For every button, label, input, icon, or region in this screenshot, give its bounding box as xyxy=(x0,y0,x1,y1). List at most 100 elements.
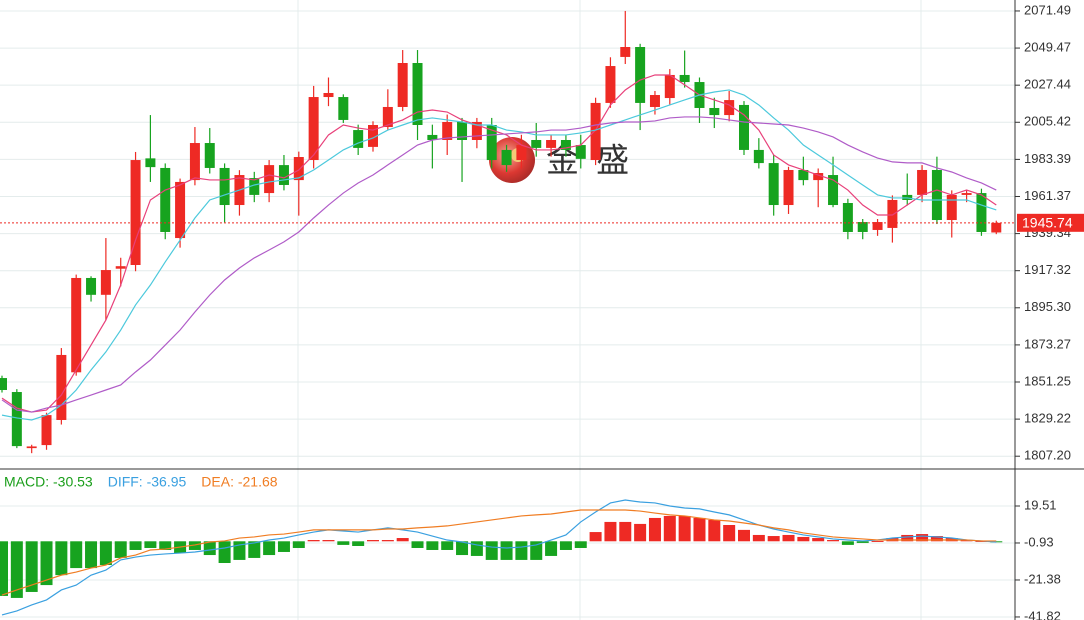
macd-bar xyxy=(352,541,365,546)
y-tick-label: 2071.49 xyxy=(1024,2,1071,17)
indicator-label: DIFF: -36.95 xyxy=(108,474,187,490)
candle-body xyxy=(471,121,482,140)
macd-bar xyxy=(292,541,305,548)
candle-body xyxy=(308,97,319,161)
y-tick-label: 1851.25 xyxy=(1024,373,1071,388)
macd-bar xyxy=(40,541,53,586)
macd-bar xyxy=(827,540,840,542)
macd-bar xyxy=(856,541,869,543)
candle-body xyxy=(0,378,7,390)
macd-bar xyxy=(248,541,261,558)
candle-body xyxy=(590,102,601,161)
macd-bar xyxy=(693,517,706,542)
macd-bar xyxy=(367,540,379,542)
macd-bar xyxy=(129,541,142,550)
last-price-label: 1945.74 xyxy=(1022,215,1073,231)
macd-bar xyxy=(782,534,795,542)
candle-body xyxy=(397,63,408,107)
candle-body xyxy=(739,104,749,150)
indicator-label: MACD: -30.53 xyxy=(4,474,93,490)
indicator-line xyxy=(1,116,997,413)
candle-body xyxy=(368,125,378,147)
macd-bar xyxy=(25,541,38,592)
y-tick-label: 1807.20 xyxy=(1024,448,1071,463)
indicator-line xyxy=(1,74,997,413)
macd-bar xyxy=(663,515,676,542)
last-price-box xyxy=(1017,213,1084,232)
candle-body xyxy=(412,63,423,126)
macd-bar xyxy=(114,541,127,558)
candle-body xyxy=(649,95,660,107)
candle-body xyxy=(323,92,334,98)
candle-body xyxy=(531,139,542,148)
candle-body xyxy=(516,145,527,161)
macd-bar xyxy=(871,540,884,542)
macd-bar xyxy=(916,534,929,542)
macd-bar xyxy=(515,541,528,560)
candle-body xyxy=(145,158,156,168)
candle-body xyxy=(427,134,438,140)
y-tick-label: 1829.22 xyxy=(1024,411,1071,426)
macd-bar xyxy=(559,541,572,550)
macd-bar xyxy=(812,538,825,542)
candle-body xyxy=(189,143,200,181)
macd-bar xyxy=(545,541,558,556)
y-tick-label: 2005.42 xyxy=(1024,114,1071,129)
candle-body xyxy=(56,354,67,420)
macd-bar xyxy=(203,541,216,556)
candle-body xyxy=(338,97,349,120)
candle-body xyxy=(204,143,215,168)
candle-body xyxy=(382,106,393,128)
y-tick-label: 1917.32 xyxy=(1024,262,1071,277)
macd-bar xyxy=(648,517,661,542)
axis-labels: 2071.49 2049.47 2027.44 2005.42 1983.39 1961.… xyxy=(4,2,1084,620)
macd-bar xyxy=(797,536,810,542)
macd-bar xyxy=(500,541,513,560)
macd-bar xyxy=(55,541,68,576)
candle-body xyxy=(664,74,675,99)
macd-bar xyxy=(767,536,780,542)
y-tick-label: 2049.47 xyxy=(1024,40,1071,55)
watermark-text: 金 盛 xyxy=(546,142,633,179)
macd-bar xyxy=(723,525,736,542)
macd-bar xyxy=(0,541,8,596)
macd-bar xyxy=(634,523,647,542)
candle-body xyxy=(219,167,230,206)
candle-body xyxy=(679,74,690,83)
macd-bar xyxy=(337,541,350,545)
macd-bar xyxy=(441,541,454,550)
candle-body xyxy=(828,175,839,206)
macd-bar xyxy=(218,541,231,564)
macd-bar xyxy=(456,541,469,556)
candle-body xyxy=(976,193,987,232)
macd-bar xyxy=(411,541,424,548)
candle-body xyxy=(872,222,883,230)
candle-body xyxy=(887,199,898,228)
macd-bar xyxy=(99,541,112,565)
candle-body xyxy=(71,277,82,373)
macd-bar xyxy=(70,541,83,569)
macd-bar xyxy=(10,541,23,598)
candle-body xyxy=(783,169,794,206)
candle-body xyxy=(160,167,171,232)
candle-body xyxy=(442,121,453,140)
y-tick-label: -41.82 xyxy=(1024,608,1061,620)
macd-bar xyxy=(381,540,394,542)
macd-bar xyxy=(619,521,632,542)
macd-bar xyxy=(144,541,157,548)
macd-bar xyxy=(263,541,276,556)
candle-body xyxy=(486,125,497,161)
indicator-line xyxy=(1,509,997,596)
macd-bar xyxy=(841,541,854,545)
y-tick-label: 2027.44 xyxy=(1024,77,1071,92)
macd-bar xyxy=(752,534,765,542)
candle-body xyxy=(278,165,289,185)
candle-body xyxy=(115,266,126,269)
macd-bar xyxy=(396,538,409,542)
y-tick-label: -21.38 xyxy=(1024,571,1061,586)
plot xyxy=(0,10,1015,616)
y-tick-label: 1961.37 xyxy=(1024,188,1071,203)
indicator-label: DEA: -21.68 xyxy=(201,474,277,490)
